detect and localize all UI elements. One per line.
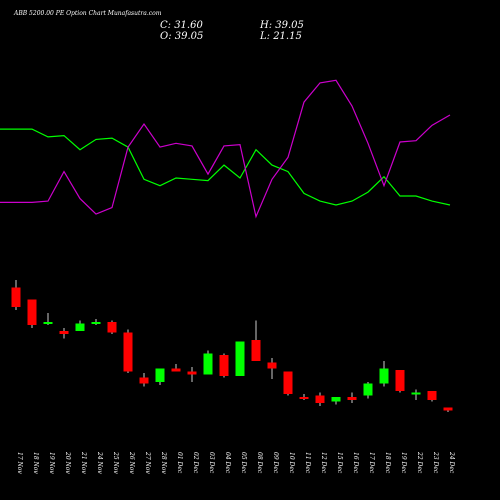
x-tick-label: 11 Dec: [304, 452, 311, 474]
candle-body-down: [283, 371, 293, 394]
x-tick-label: 27 Nov: [144, 451, 151, 474]
candle: [203, 350, 213, 375]
candle-body-down: [219, 355, 229, 376]
candle-body-up: [331, 397, 341, 402]
candle: [427, 391, 437, 402]
x-tick-label: 20 Nov: [64, 451, 71, 474]
indicator-line-2: [0, 79, 451, 219]
candle-body-down: [267, 362, 277, 369]
candle-body-down: [11, 287, 21, 307]
x-tick-label: 05 Dec: [240, 452, 247, 474]
x-tick-label: 16 Dec: [352, 452, 359, 474]
x-tick-label: 19 Nov: [48, 452, 55, 474]
x-tick-label: 10 Dec: [288, 452, 295, 474]
candle-body-down: [123, 332, 133, 372]
candle: [187, 367, 197, 382]
candle: [347, 392, 357, 403]
candle-body-down: [315, 395, 325, 403]
candle-body-down: [443, 407, 453, 411]
candle: [395, 370, 405, 393]
x-tick-label: 18 Dec: [384, 452, 391, 474]
x-tick-label: 18 Nov: [32, 452, 39, 474]
candle: [443, 407, 453, 412]
chart-title: ABB 5200.00 PE Option Chart Munafasutra.…: [13, 10, 162, 17]
x-tick-label: 19 Dec: [400, 452, 407, 474]
candle-body-down: [395, 370, 405, 391]
x-tick-label: 02 Dec: [192, 452, 199, 474]
candle: [155, 368, 165, 385]
candle: [139, 373, 149, 387]
candle: [315, 392, 325, 406]
x-tick-label: 08 Dec: [256, 452, 263, 474]
candle-body-up: [203, 353, 213, 375]
close-label: C: 31.60: [160, 20, 203, 31]
candle: [107, 320, 117, 334]
candle: [331, 397, 341, 405]
x-tick-label: 24 Nov: [96, 451, 103, 474]
candle-body-down: [427, 391, 437, 400]
x-tick-label: 25 Nov: [112, 451, 119, 474]
x-tick-label: 12 Dec: [320, 452, 327, 474]
candle-body-up: [235, 341, 245, 376]
candle: [123, 329, 133, 373]
candle-body-down: [187, 371, 197, 375]
candle: [379, 361, 389, 387]
candle: [59, 328, 69, 339]
x-tick-label: 17 Dec: [368, 452, 375, 474]
candle-body-up: [363, 383, 373, 396]
candle-body-down: [251, 340, 261, 361]
candle-body-down: [139, 377, 149, 384]
candle: [299, 394, 309, 400]
x-tick-label: 15 Dec: [336, 452, 343, 474]
candle: [91, 319, 101, 325]
candle-body-down: [347, 397, 357, 400]
indicator-line-1: [0, 128, 451, 206]
x-tick-label: 28 Nov: [160, 451, 167, 474]
x-tick-label: 24 Dec: [448, 451, 455, 474]
candle-body-down: [107, 322, 117, 333]
open-label: O: 39.05: [160, 31, 203, 42]
candle-body-up: [91, 322, 101, 324]
candle: [27, 299, 37, 328]
x-tick-label: 26 Nov: [128, 451, 135, 474]
candle: [411, 389, 421, 400]
candle: [43, 313, 53, 325]
candle: [75, 320, 85, 331]
candle: [171, 364, 181, 372]
x-tick-label: 21 Nov: [80, 451, 87, 474]
candle: [363, 382, 373, 399]
candle: [267, 358, 277, 379]
candle-body-up: [411, 392, 421, 395]
x-tick-label: 01 Dec: [176, 452, 183, 474]
candle: [235, 341, 245, 376]
x-tick-label: 22 Dec: [416, 451, 423, 474]
candle-body-down: [59, 331, 69, 334]
candle-body-down: [299, 397, 309, 399]
candle-body-up: [43, 322, 53, 324]
candle: [251, 320, 261, 361]
x-tick-label: 03 Dec: [208, 452, 215, 474]
candle: [219, 353, 229, 378]
candle-body-down: [171, 368, 181, 372]
candle-body-up: [379, 368, 389, 384]
candle: [283, 371, 293, 396]
low-label: L: 21.15: [259, 31, 302, 42]
x-tick-label: 17 Nov: [16, 452, 23, 474]
x-tick-label: 09 Dec: [272, 452, 279, 474]
candle-body-up: [155, 368, 165, 382]
candle-body-down: [27, 299, 37, 325]
candle: [11, 280, 21, 310]
x-tick-label: 23 Dec: [432, 451, 439, 474]
candle-body-up: [75, 323, 85, 331]
x-tick-label: 04 Dec: [224, 452, 231, 474]
high-label: H: 39.05: [259, 20, 304, 31]
